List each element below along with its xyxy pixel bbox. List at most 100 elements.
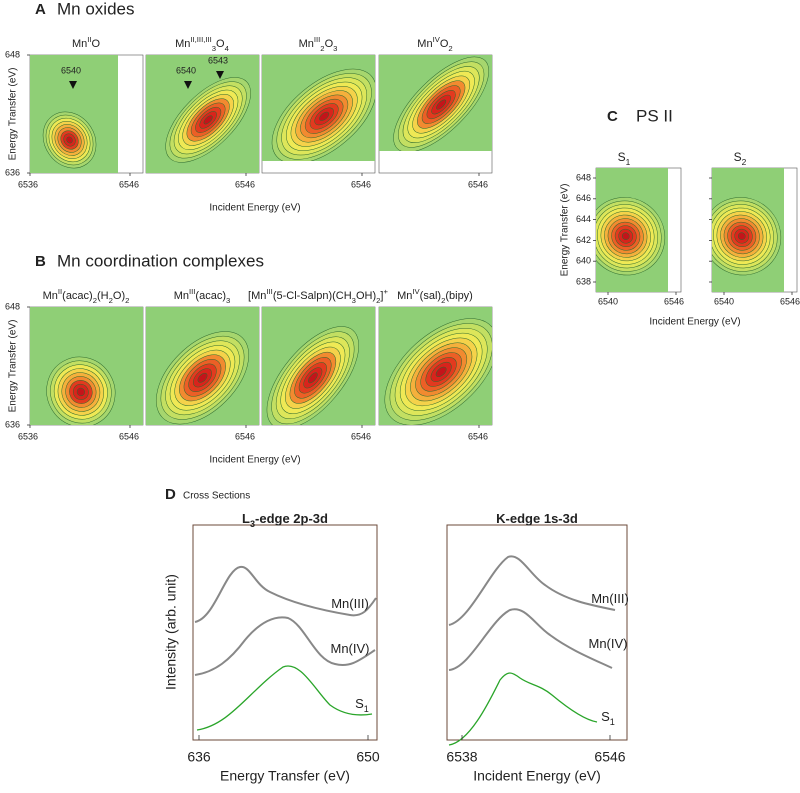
label: 6546 [468, 431, 488, 441]
label: 6546 [664, 296, 684, 306]
text-segment: (bipy) [445, 290, 473, 302]
contour-plot [262, 307, 375, 425]
label: 6546 [119, 431, 139, 441]
panel-title: Mn coordination complexes [57, 251, 264, 270]
text-segment: III [314, 35, 320, 44]
panel-title: Mn oxides [57, 0, 134, 18]
text-segment: S [601, 709, 610, 724]
spectrum [448, 608, 613, 671]
text-segment: L [242, 511, 250, 526]
label: 6546 [351, 431, 371, 441]
curve-label: S1 [355, 696, 369, 714]
label: 6546 [235, 431, 255, 441]
contour [66, 136, 73, 144]
text-segment: (acac) [62, 290, 93, 302]
annotation: 6540 [61, 65, 81, 75]
title: MnII(acac)2(H2O)2 [43, 287, 130, 305]
text-segment: II [58, 287, 62, 296]
text-segment: Mn [299, 38, 314, 50]
label: 6546 [119, 179, 139, 189]
text-segment: S [618, 150, 626, 164]
contour [436, 99, 447, 110]
contour [737, 232, 746, 240]
title: MnIVO2 [417, 35, 452, 53]
axis-label: Energy Transfer (eV) [560, 184, 571, 277]
spectrum [196, 665, 373, 731]
annotation: 6540 [176, 65, 196, 75]
text-segment: Mn(IV) [589, 636, 628, 651]
axis-label: Energy Transfer (eV) [220, 768, 350, 784]
arrow-marker [69, 81, 77, 89]
text-segment: III [189, 287, 195, 296]
axis-label: Incident Energy (eV) [649, 317, 740, 328]
text-segment: (5-Cl-Salpn)(CH [273, 290, 352, 302]
tick-label: 6538 [446, 749, 477, 765]
contour [308, 372, 318, 384]
text-segment: O [92, 38, 101, 50]
text-segment: ] [380, 290, 383, 302]
axis-label: Incident Energy (eV) [209, 455, 300, 466]
label: 6546 [351, 179, 371, 189]
contour-plot [262, 55, 375, 161]
text-segment: Mn [72, 38, 87, 50]
label: 6540 [598, 296, 618, 306]
contour [435, 366, 447, 377]
spectrum [194, 616, 376, 676]
title: L3-edge 2p-3d [242, 511, 328, 529]
label: 638 [576, 276, 591, 286]
label: 648 [5, 301, 20, 311]
text-segment: (acac) [195, 290, 226, 302]
curve-label: Mn(III) [591, 591, 629, 606]
title: S1 [618, 150, 631, 167]
text-segment: 2 [109, 296, 113, 305]
contour [203, 115, 213, 125]
label: 644 [576, 214, 591, 224]
text-segment: 2 [125, 296, 129, 305]
contour-plot [30, 55, 118, 173]
title: K-edge 1s-3d [496, 511, 578, 526]
spectrum [448, 672, 598, 746]
axis-label: Incident Energy (eV) [209, 203, 300, 214]
label: 642 [576, 235, 591, 245]
spectrum [194, 565, 377, 623]
text-segment: Mn(III) [591, 591, 629, 606]
title: S2 [734, 150, 747, 167]
text-segment: + [383, 287, 388, 296]
label: 6546 [780, 296, 800, 306]
axis-label: Intensity (arb. unit) [163, 574, 179, 690]
text-segment: 2 [93, 296, 97, 305]
tick-label: 6546 [594, 749, 625, 765]
text-segment: 1 [610, 717, 615, 727]
text-segment: O [440, 38, 449, 50]
text-segment: 2 [441, 296, 445, 305]
text-segment: S [734, 150, 742, 164]
text-segment: O) [113, 290, 125, 302]
title: MnIII(acac)3 [174, 287, 231, 305]
title: MnIII2O3 [299, 35, 338, 53]
contour-plot [712, 168, 784, 292]
title: [MnIII(5-Cl-Salpn)(CH3OH)2]+ [248, 287, 388, 305]
contour-plot [379, 55, 492, 151]
spectrum [448, 555, 616, 626]
text-segment: 2 [742, 157, 747, 167]
text-segment: IV [412, 287, 420, 296]
text-segment: (sal) [420, 290, 441, 302]
text-segment: 2 [320, 44, 324, 53]
text-segment: OH) [356, 290, 376, 302]
tick-label: 650 [356, 749, 380, 765]
contour [197, 372, 208, 383]
label: 646 [576, 193, 591, 203]
panel-letter: A [35, 1, 46, 18]
text-segment: [Mn [248, 290, 266, 302]
text-segment: Mn [174, 290, 189, 302]
arrow-marker [216, 71, 224, 79]
label: 636 [5, 167, 20, 177]
plot-frame [446, 524, 628, 741]
text-segment: Mn(IV) [331, 641, 370, 656]
label: 6536 [18, 179, 38, 189]
title: MnII,III,III3O4 [175, 35, 229, 53]
text-segment: (H [97, 290, 109, 302]
text-segment: Mn [397, 290, 412, 302]
